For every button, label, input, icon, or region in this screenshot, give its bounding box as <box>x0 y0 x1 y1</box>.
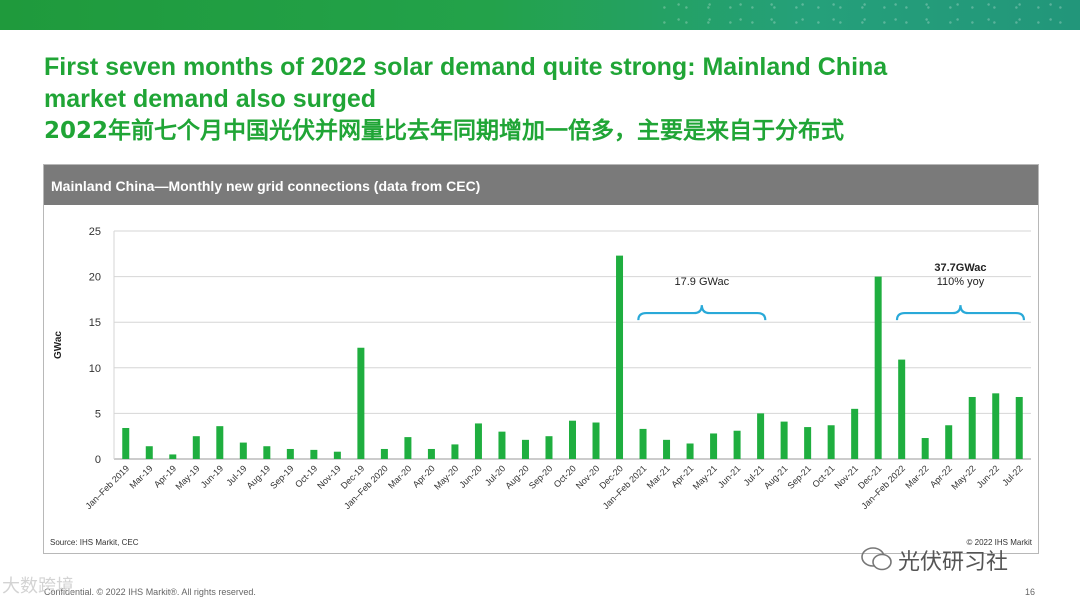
slide-title-line2: market demand also surged <box>44 85 377 113</box>
bar <box>757 413 765 459</box>
y-tick-label: 20 <box>89 272 101 284</box>
x-tick-label: Aug-19 <box>245 463 273 491</box>
x-tick-label: Jun-20 <box>457 463 484 490</box>
bar <box>286 448 294 459</box>
bar <box>192 436 200 459</box>
bar <box>333 451 341 459</box>
bar <box>616 255 624 459</box>
bar <box>569 420 576 459</box>
x-tick-label: Jun-22 <box>975 463 1002 490</box>
bar <box>898 359 906 459</box>
page-number: 16 <box>1024 587 1035 597</box>
bar <box>592 422 600 459</box>
bar <box>851 408 859 459</box>
banner-pattern <box>660 0 1080 30</box>
annotation-label: 37.7GWac <box>934 262 986 274</box>
annotation-brace <box>895 305 1026 321</box>
chart-title: Mainland China—Monthly new grid connecti… <box>51 178 481 194</box>
x-tick-label: May-21 <box>691 463 719 491</box>
y-axis-label: GWac <box>53 331 64 359</box>
bar <box>404 437 412 459</box>
x-tick-label: Nov-21 <box>832 463 860 491</box>
bar <box>827 425 835 459</box>
x-tick-label: Mar-19 <box>127 463 154 490</box>
annotation-brace <box>637 305 767 321</box>
bar <box>169 454 177 459</box>
bar <box>239 442 247 459</box>
y-tick-label: 0 <box>95 454 101 466</box>
bar <box>921 438 929 459</box>
wechat-icon <box>861 547 892 571</box>
y-tick-label: 15 <box>89 317 101 329</box>
x-tick-label: May-20 <box>432 463 460 491</box>
bar <box>945 425 953 459</box>
bar <box>874 276 882 459</box>
x-tick-label: Mar-21 <box>645 463 672 490</box>
x-tick-label: Mar-20 <box>386 463 413 490</box>
x-tick-label: Aug-21 <box>762 463 790 491</box>
bar <box>1015 396 1023 459</box>
slide-title-chinese: 2022年前七个月中国光伏并网量比去年同期增加一倍多，主要是来自于分布式 <box>44 118 845 144</box>
watermark-text: 光伏研习社 <box>898 550 1009 575</box>
bar <box>686 443 694 459</box>
x-tick-label: Jul-22 <box>1000 463 1024 487</box>
bar <box>380 448 388 459</box>
chart-source: Source: IHS Markit, CEC <box>50 538 139 547</box>
x-tick-label: Sep-21 <box>785 463 813 491</box>
bar <box>357 347 365 459</box>
x-tick-label: Nov-20 <box>574 463 602 491</box>
bar <box>968 396 976 459</box>
chart-panel-header: Mainland China—Monthly new grid connecti… <box>44 165 1038 205</box>
bar <box>545 436 553 459</box>
bar <box>710 433 718 459</box>
x-tick-label: Aug-20 <box>503 463 531 491</box>
footer-text: Confidential. © 2022 IHS Markit®. All ri… <box>44 587 256 597</box>
x-tick-label: May-22 <box>949 463 977 491</box>
bar <box>310 449 318 459</box>
y-tick-label: 5 <box>95 408 101 420</box>
watermark-left: 大数跨境 <box>2 576 74 597</box>
x-tick-label: Oct-20 <box>552 463 578 489</box>
x-tick-label: Sep-20 <box>527 463 555 491</box>
bar <box>663 439 671 459</box>
x-tick-label: Oct-21 <box>810 463 836 489</box>
x-tick-label: May-19 <box>173 463 201 491</box>
x-tick-label: Jun-19 <box>199 463 226 490</box>
bar <box>263 446 271 459</box>
bar <box>498 431 506 459</box>
bar <box>992 393 1000 459</box>
chart-copyright: © 2022 IHS Markit <box>966 538 1032 547</box>
x-tick-label: Mar-22 <box>903 463 930 490</box>
bar <box>451 444 459 459</box>
bar <box>733 430 741 459</box>
chart-panel: Mainland China—Monthly new grid connecti… <box>43 164 1039 554</box>
bar <box>122 427 130 459</box>
x-tick-label: Sep-19 <box>268 463 296 491</box>
x-tick-label: Oct-19 <box>293 463 319 489</box>
bar <box>145 446 153 459</box>
x-tick-label: Jan–Feb 2019 <box>83 463 131 511</box>
bar <box>521 439 529 459</box>
y-tick-label: 10 <box>89 363 101 375</box>
top-banner <box>0 0 1080 30</box>
x-tick-label: Nov-19 <box>315 463 343 491</box>
bar <box>474 423 482 459</box>
annotation-label: 17.9 GWac <box>675 276 730 288</box>
bar <box>639 428 647 459</box>
bar <box>427 448 435 459</box>
slide-title-line1: First seven months of 2022 solar demand … <box>44 53 888 81</box>
bar <box>216 426 224 459</box>
bar <box>780 421 788 459</box>
bar <box>804 427 812 459</box>
y-tick-label: 25 <box>89 226 101 238</box>
x-tick-label: Jun-21 <box>716 463 743 490</box>
annotation-sublabel: 110% yoy <box>937 276 985 288</box>
